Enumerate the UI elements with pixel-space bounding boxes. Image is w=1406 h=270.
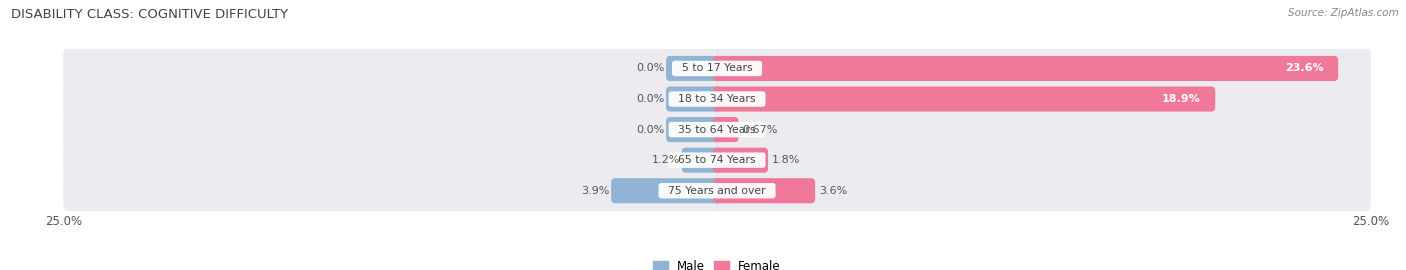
Text: 0.67%: 0.67% (742, 124, 778, 135)
FancyBboxPatch shape (63, 47, 1371, 90)
Legend: Male, Female: Male, Female (654, 260, 780, 270)
Text: 3.9%: 3.9% (582, 186, 610, 196)
FancyBboxPatch shape (666, 86, 721, 112)
Text: 5 to 17 Years: 5 to 17 Years (675, 63, 759, 73)
FancyBboxPatch shape (713, 178, 815, 203)
FancyBboxPatch shape (666, 56, 721, 81)
Text: 1.2%: 1.2% (652, 155, 681, 165)
Text: Source: ZipAtlas.com: Source: ZipAtlas.com (1288, 8, 1399, 18)
Text: DISABILITY CLASS: COGNITIVE DIFFICULTY: DISABILITY CLASS: COGNITIVE DIFFICULTY (11, 8, 288, 21)
Text: 75 Years and over: 75 Years and over (661, 186, 773, 196)
Text: 35 to 64 Years: 35 to 64 Years (671, 124, 763, 135)
FancyBboxPatch shape (63, 108, 1371, 151)
Text: 3.6%: 3.6% (820, 186, 848, 196)
Text: 0.0%: 0.0% (637, 124, 665, 135)
Text: 1.8%: 1.8% (772, 155, 800, 165)
FancyBboxPatch shape (63, 77, 1371, 121)
FancyBboxPatch shape (713, 86, 1215, 112)
FancyBboxPatch shape (713, 148, 768, 173)
Text: 23.6%: 23.6% (1285, 63, 1324, 73)
Text: 18 to 34 Years: 18 to 34 Years (671, 94, 763, 104)
FancyBboxPatch shape (713, 56, 1339, 81)
FancyBboxPatch shape (713, 117, 738, 142)
Text: 0.0%: 0.0% (637, 63, 665, 73)
FancyBboxPatch shape (682, 148, 721, 173)
Text: 65 to 74 Years: 65 to 74 Years (671, 155, 763, 165)
FancyBboxPatch shape (63, 139, 1371, 182)
Text: 0.0%: 0.0% (637, 94, 665, 104)
FancyBboxPatch shape (63, 169, 1371, 212)
Text: 18.9%: 18.9% (1163, 94, 1201, 104)
FancyBboxPatch shape (666, 117, 721, 142)
FancyBboxPatch shape (612, 178, 721, 203)
